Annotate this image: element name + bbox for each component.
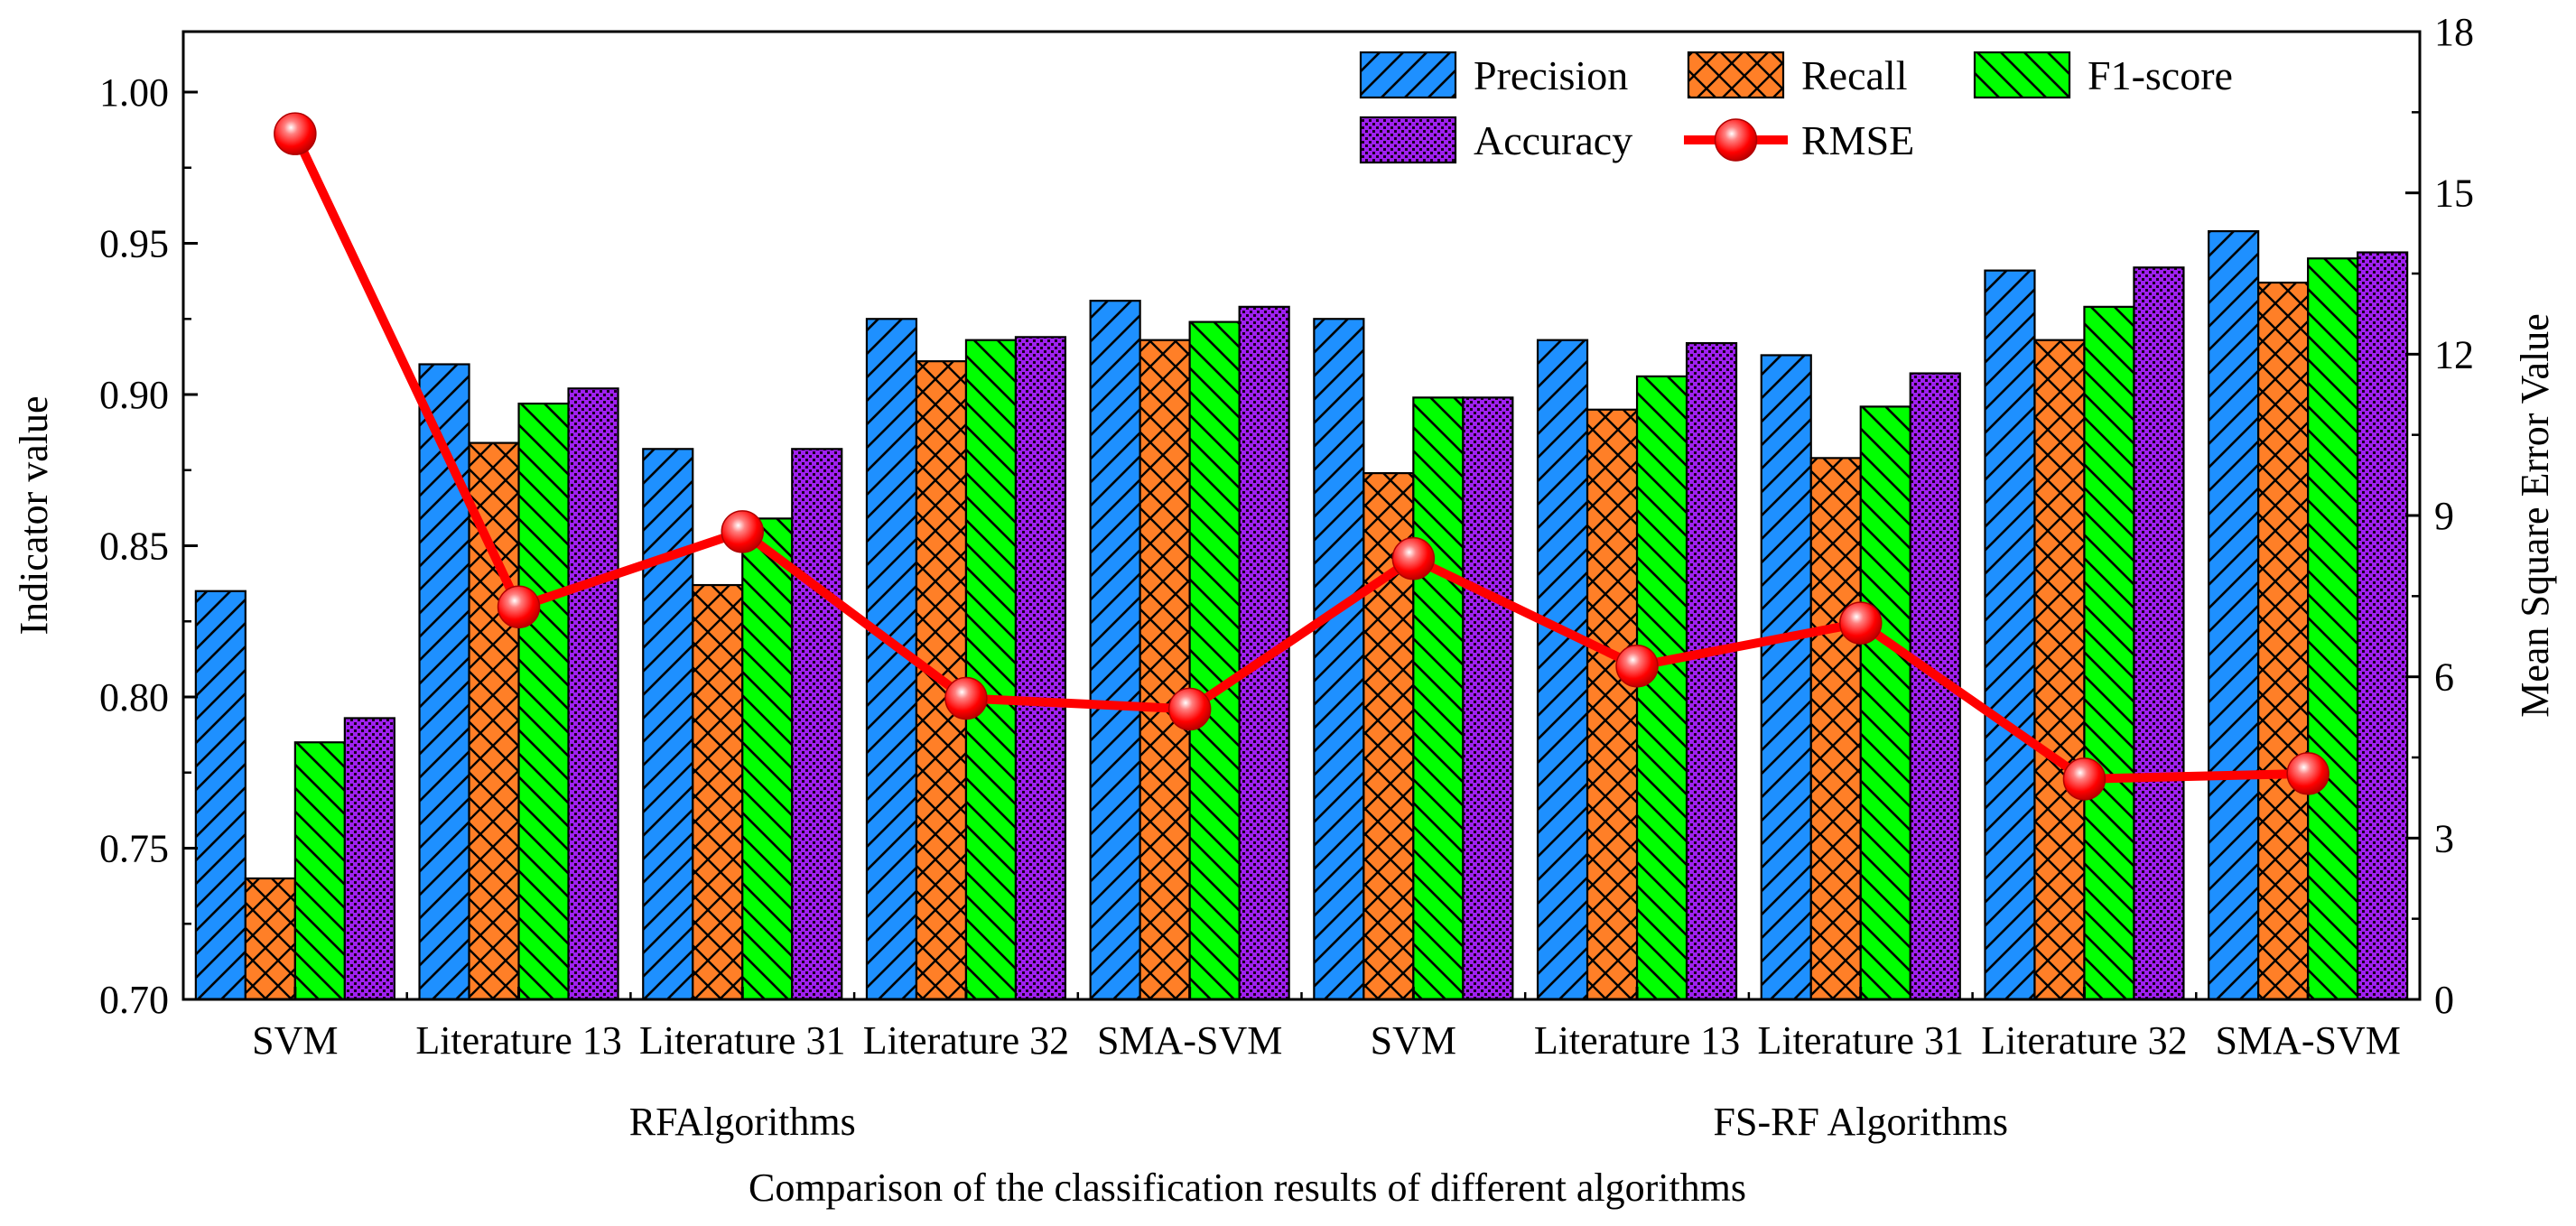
right-tick-label: 12 [2434,332,2474,376]
legend-label-accuracy: Accuracy [1474,117,1632,163]
left-tick-label: 0.80 [99,675,169,720]
rmse-point-4 [1167,687,1212,731]
category-label-7: Literature 31 [1758,1018,1964,1063]
left-axis: 0.70 0.75 0.80 0.85 0.90 0.95 1.00 [99,70,198,1022]
rmse-point-0 [274,112,317,155]
right-tick-label: 18 [2434,10,2474,54]
category-label-3: Literature 32 [863,1018,1069,1063]
rmse-point-7 [1839,601,1883,645]
category-label-0: SVM [252,1018,338,1063]
bar-recall-1 [468,441,520,1001]
right-tick-label: 9 [2434,494,2454,538]
rmse-point-8 [2062,757,2106,801]
right-tick-label: 6 [2434,655,2454,700]
left-tick-label: 0.70 [99,978,169,1022]
legend-swatch-precision [1359,51,1457,99]
bar-accuracy-1 [567,387,619,1001]
rmse-point-1 [497,585,541,628]
left-tick-label: 0.90 [99,373,169,417]
left-tick-label: 0.85 [99,525,169,569]
bar-accuracy-2 [791,448,843,1001]
bar-recall-8 [2033,339,2086,1001]
bar-accuracy-4 [1238,305,1290,1001]
bar-recall-6 [1586,408,1639,1001]
right-axis-title: Mean Square Error Value [2513,313,2557,718]
bar-precision-4 [1089,300,1141,1001]
rmse-point-2 [721,510,764,553]
bar-recall-7 [1809,457,1862,1001]
legend-marker-rmse [1714,118,1758,162]
right-tick-label: 3 [2434,816,2454,860]
bar-f1-score-7 [1859,405,1911,1001]
bar-recall-4 [1139,339,1191,1001]
bar-f1-score-4 [1188,320,1241,1001]
bar-precision-8 [1984,269,2036,1001]
left-tick-label: 0.75 [99,827,169,871]
bar-accuracy-0 [343,717,395,1001]
bar-recall-2 [692,583,744,1001]
legend-swatch-recall [1687,51,1785,99]
category-label-9: SMA-SVM [2215,1018,2400,1063]
bar-recall-0 [244,877,296,1001]
legend-label-rmse: RMSE [1801,117,1914,163]
bar-f1-score-9 [2307,257,2359,1001]
category-label-8: Literature 32 [1981,1018,2187,1063]
rmse-line-layer [274,112,2330,801]
bar-accuracy-9 [2357,251,2409,1001]
left-tick-label: 0.95 [99,222,169,266]
bars-layer [194,230,2409,1001]
rmse-point-6 [1615,645,1659,688]
group-label-1: FS-RF Algorithms [1714,1100,2008,1144]
legend-label-f1-score: F1-score [2088,52,2233,98]
right-tick-label: 15 [2434,172,2474,216]
bar-recall-9 [2257,281,2310,1001]
left-axis-title: Indicator value [12,395,56,635]
right-axis: 0 3 6 9 12 15 18 [2405,10,2474,1022]
left-tick-label: 1.00 [99,70,169,115]
category-label-6: Literature 13 [1534,1018,1740,1063]
legend: Precision Recall F1-score Accuracy RMSE [1359,51,2233,164]
x-axis-title: Comparison of the classification results… [749,1166,1746,1210]
category-label-2: Literature 31 [639,1018,845,1063]
right-tick-label: 0 [2434,978,2454,1022]
rmse-point-3 [944,676,988,720]
legend-label-recall: Recall [1801,52,1908,98]
bar-accuracy-5 [1462,396,1514,1001]
group-label-0: RFAlgorithms [629,1100,856,1144]
rmse-point-5 [1391,536,1436,580]
bar-precision-5 [1313,318,1365,1001]
category-label-4: SMA-SVM [1097,1018,1282,1063]
bar-accuracy-3 [1014,336,1067,1001]
legend-label-precision: Precision [1474,52,1628,98]
bar-precision-2 [642,448,694,1001]
legend-swatch-accuracy [1359,116,1457,164]
bar-accuracy-8 [2133,266,2185,1001]
legend-swatch-f1-score [1973,51,2071,99]
bar-f1-score-5 [1412,396,1465,1001]
rmse-line [291,132,2309,784]
bar-precision-7 [1760,354,1812,1001]
rmse-point-9 [2286,752,2330,795]
category-label-1: Literature 13 [415,1018,621,1063]
x-axis: SVM Literature 13 Literature 31 Literature … [252,987,2401,1144]
bar-f1-score-0 [293,741,346,1001]
bar-precision-6 [1536,339,1589,1001]
category-label-5: SVM [1371,1018,1456,1063]
bar-accuracy-6 [1685,341,1738,1001]
bar-precision-0 [194,590,246,1001]
bar-f1-score-8 [2083,305,2135,1001]
bar-precision-9 [2208,230,2260,1001]
bar-f1-score-3 [964,339,1018,1001]
bar-f1-score-2 [741,517,794,1001]
bar-f1-score-1 [517,402,570,1001]
bar-f1-score-6 [1635,375,1688,1001]
